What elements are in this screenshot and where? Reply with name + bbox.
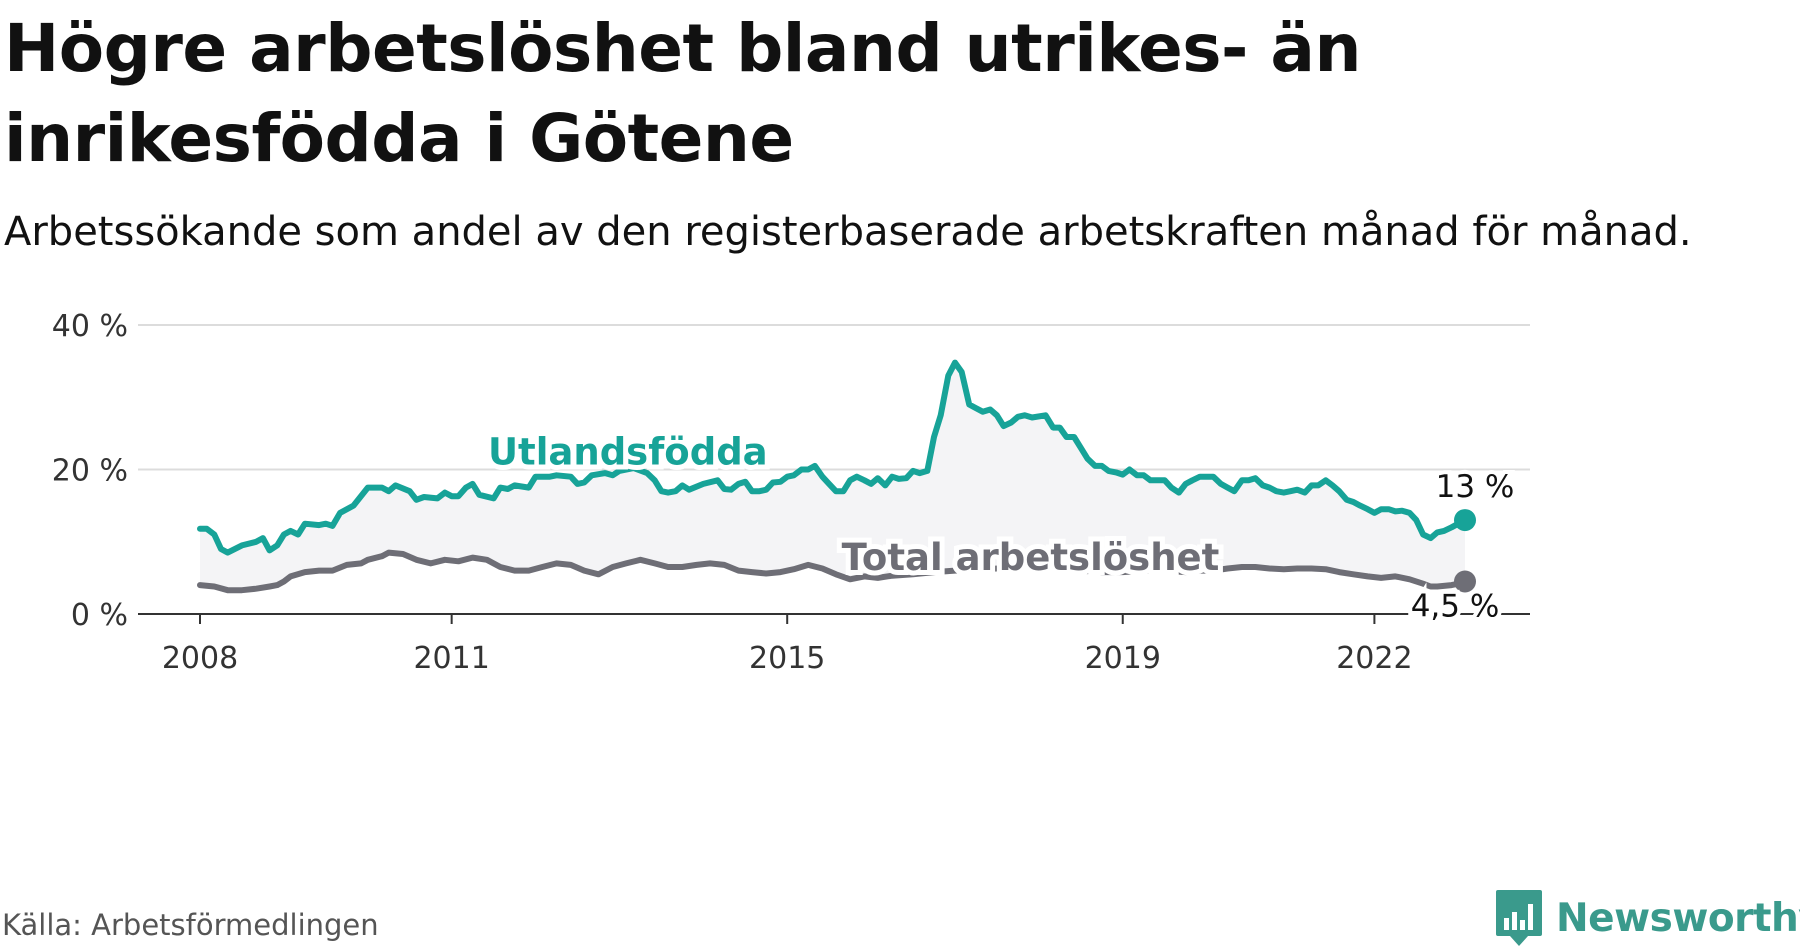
x-tick-label: 2011 bbox=[413, 641, 489, 676]
series-label-foreign: Utlandsfödda bbox=[488, 431, 768, 474]
x-tick-label: 2022 bbox=[1336, 641, 1412, 676]
y-tick-label: 40 % bbox=[52, 309, 128, 344]
end-point-total bbox=[1454, 570, 1476, 593]
end-point-foreign bbox=[1454, 509, 1476, 532]
tick-layer: 0 % 20 % 40 % 2008 2011 2015 2019 2022 bbox=[52, 309, 1413, 676]
grid-layer bbox=[138, 324, 1530, 615]
series-line-total bbox=[197, 549, 1468, 594]
x-tick-label: 2015 bbox=[749, 641, 825, 676]
brand-name: Newsworthy bbox=[1556, 895, 1800, 941]
y-tick-label: 0 % bbox=[71, 598, 128, 633]
chart-subtitle: Arbetssökande som andel av den registerb… bbox=[4, 209, 1692, 255]
chart-title: Högre arbetslöshet bland utrikes- än inr… bbox=[4, 10, 1361, 177]
x-tick-label: 2008 bbox=[162, 641, 238, 676]
label-layer: 13 % 4,5 % Utlandsfödda Total arbetslöshet bbox=[483, 426, 1518, 629]
series-label-total: Total arbetslöshet bbox=[842, 536, 1220, 579]
end-label-total: 4,5 % bbox=[1411, 588, 1500, 624]
series-line-foreign bbox=[197, 359, 1468, 556]
difference-band bbox=[200, 362, 1465, 591]
source-note: Källa: Arbetsförmedlingen bbox=[2, 908, 379, 942]
x-tick-label: 2019 bbox=[1085, 641, 1161, 676]
y-tick-label: 20 % bbox=[52, 454, 128, 489]
brand-logo[interactable]: Newsworthy bbox=[1494, 888, 1800, 948]
end-label-foreign: 13 % bbox=[1436, 469, 1515, 505]
newsworthy-logo-icon bbox=[1496, 890, 1542, 946]
